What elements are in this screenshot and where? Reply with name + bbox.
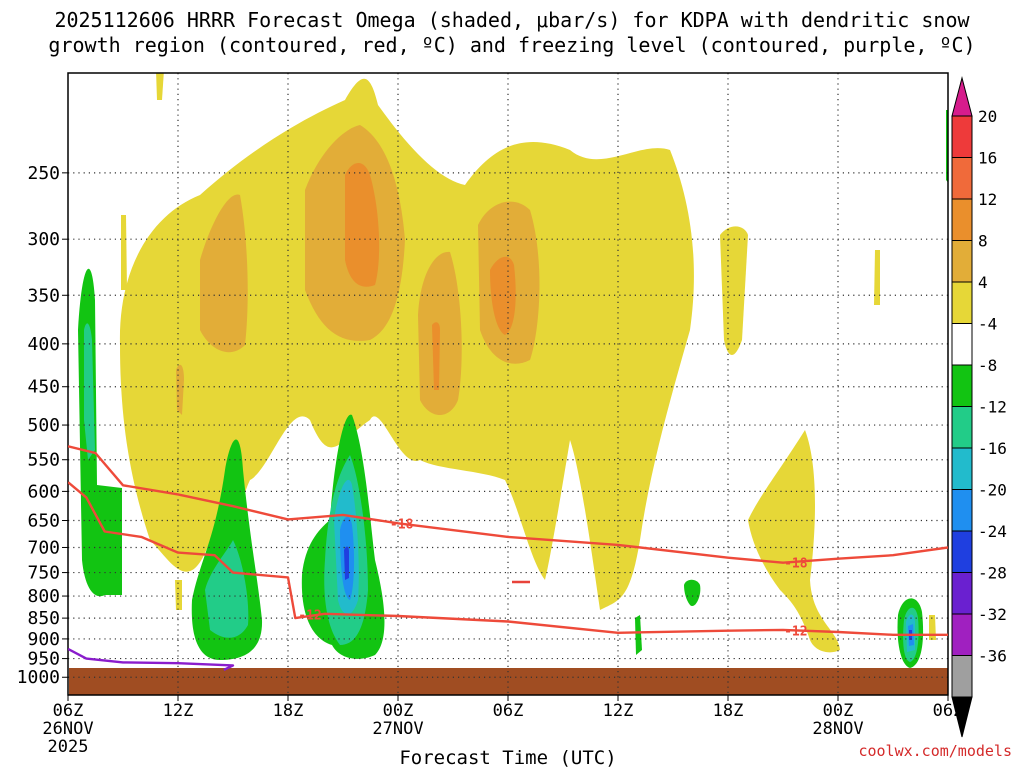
dgz-contour-label: -18 [784,557,808,572]
x-tick-date: 27NOV [372,719,423,739]
x-tick-label: 12Z [163,701,194,721]
omega-region-neg20 [344,546,349,580]
x-axis-label: Forecast Time (UTC) [399,747,616,768]
colorbar-swatch [951,198,973,241]
colorbar-swatch [951,157,973,200]
x-tick-year: 2025 [48,737,89,757]
omega-region-neg4 [684,579,701,607]
colorbar-swatch [951,530,973,573]
colorbar-swatch [951,281,973,324]
x-tick-label: 12Z [603,701,634,721]
colorbar-swatch [951,489,973,532]
colorbar-swatch [951,447,973,490]
colorbar: 20 16 12 8 4 -4 -8 -12 -16 -20 -24 -28 -32 -36 [951,76,1007,738]
colorbar-label: -32 [978,605,1007,624]
omega-region-4 [175,580,182,610]
contour-lines: -18 -18 -12 -12 [68,445,948,671]
x-tick-label: 00Z [823,701,854,721]
y-tick-label: 950 [27,649,60,670]
dgz-contour-label: -12 [298,609,321,624]
omega-region-8 [200,194,248,353]
colorbar-swatch [951,572,973,615]
omega-region-4 [156,73,164,100]
colorbar-label: -16 [978,439,1007,458]
omega-region-8 [176,364,184,415]
colorbar-swatch [951,240,973,283]
x-tick-date: 28NOV [812,719,863,739]
y-tick-label: 450 [27,377,60,398]
colorbar-swatch [951,613,973,656]
chart-title-line2: growth region (contoured, red, ºC) and f… [48,33,976,57]
omega-region-4 [929,615,936,640]
y-tick-label: 750 [27,563,60,584]
y-tick-label: 250 [27,163,60,184]
dgz-contour-label: -18 [390,517,414,532]
omega-region-4 [874,250,880,305]
dgz-contour--12 [68,481,948,636]
y-tick-label: 650 [27,511,60,532]
omega-region-12 [345,162,380,287]
colorbar-label: -28 [978,564,1007,583]
colorbar-label: -36 [978,647,1007,666]
y-tick-label: 400 [27,334,60,355]
omega-region-neg8 [84,323,95,460]
x-tick-label: 06Z [53,701,84,721]
dgz-contour-label: -12 [784,625,807,640]
y-tick-label: 300 [27,229,60,250]
x-tick-date: 26NOV [42,719,93,739]
y-tick-label: 850 [27,608,60,629]
y-tick-label: 700 [27,537,60,558]
dgz-contour--18 [68,445,948,564]
y-axis: 2503003504004505005506006507007508008509… [17,163,68,688]
y-tick-label: 550 [27,450,60,471]
credit-text: coolwx.com/models [858,742,1012,760]
x-tick-label: 18Z [713,701,744,721]
colorbar-label: -4 [978,315,997,334]
colorbar-label: -8 [978,356,997,375]
omega-region-4 [748,430,840,653]
y-tick-label: 500 [27,415,60,436]
x-tick-label: 06Z [493,701,524,721]
colorbar-label: -24 [978,522,1007,541]
colorbar-label: -12 [978,398,1007,417]
colorbar-swatch [951,323,973,366]
colorbar-swatch [951,406,973,449]
colorbar-swatch [951,655,973,698]
y-tick-label: 900 [27,629,60,650]
x-tick-label: 18Z [273,701,304,721]
chart-title-line1: 2025112606 HRRR Forecast Omega (shaded, … [54,8,970,32]
colorbar-label: -20 [978,481,1007,500]
y-tick-label: 800 [27,586,60,607]
omega-region-neg8 [205,540,249,638]
y-tick-label: 1000 [17,667,60,688]
omega-region-4 [121,215,127,290]
colorbar-swatch [951,115,973,158]
colorbar-swatch [951,76,973,117]
y-tick-label: 350 [27,285,60,306]
y-tick-label: 600 [27,481,60,502]
colorbar-label: 4 [978,273,988,292]
omega-region-4 [720,226,748,355]
omega-region-12 [432,322,440,390]
x-tick-label: 00Z [383,701,414,721]
colorbar-label: 8 [978,232,988,251]
colorbar-swatch [951,696,973,738]
omega-shading [78,73,948,668]
freezing-level-contour [68,647,235,671]
colorbar-label: 16 [978,149,997,168]
omega-region-12 [490,256,516,335]
grid-lines [68,73,948,695]
colorbar-label: 12 [978,190,997,209]
colorbar-label: 20 [978,107,997,126]
omega-region-neg4 [635,615,642,655]
colorbar-swatch [951,364,973,407]
